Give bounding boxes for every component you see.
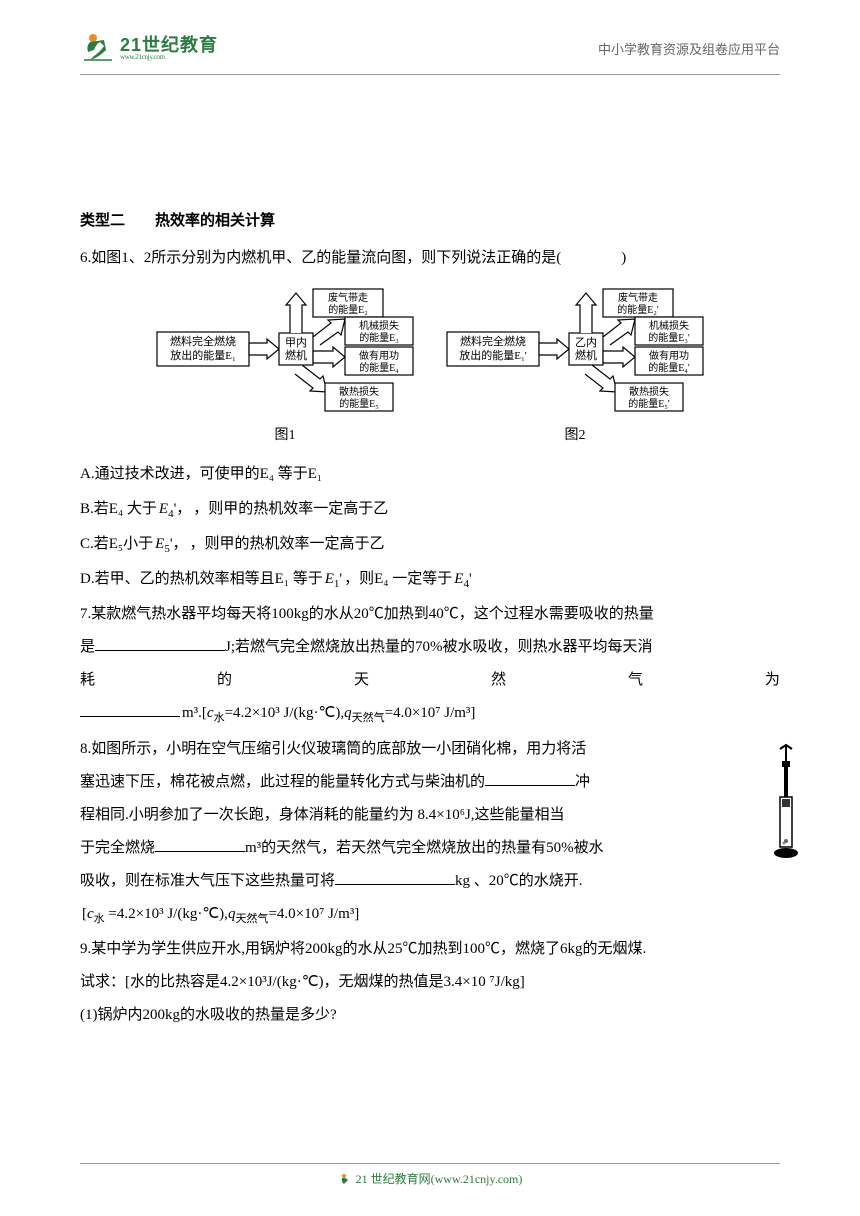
svg-text:的能量E₂': 的能量E₂' [617, 303, 659, 316]
svg-text:的能量E₃': 的能量E₃' [648, 331, 690, 344]
q6-option-a: A.通过技术改进，可使甲的E₄ 等于E₁ [80, 458, 780, 491]
e4-prime-2: E4' [452, 563, 473, 596]
svg-text:散热损失: 散热损失 [339, 385, 379, 398]
q8-l2: 塞迅速下压，棉花被点燃，此过程的能量转化方式与柴油机的冲 [80, 766, 740, 799]
fig1-caption: 图1 [275, 421, 296, 452]
e1-prime: E1' [323, 563, 344, 596]
svg-text:的能量E₄: 的能量E₄ [359, 361, 399, 374]
blank-fill [80, 701, 180, 718]
fire-syringe-figure [772, 743, 800, 863]
svg-text:燃料完全燃烧: 燃料完全燃烧 [170, 334, 236, 348]
logo: 21世纪教育 www.21cnjy.com [80, 30, 218, 66]
q6-option-d: D.若甲、乙的热机效率相等且E₁ 等于E1'，则E₄ 一定等于E4' [80, 563, 780, 596]
svg-text:的能量E₂: 的能量E₂ [328, 303, 368, 316]
diagram-2: 燃料完全燃烧 放出的能量E₁' 乙内 燃机 废气带走 的能量E₂' 机械损失 的… [445, 287, 705, 452]
footer-logo-icon [338, 1172, 354, 1188]
q6-stem: 6.如图1、2所示分别为内燃机甲、乙的能量流向图，则下列说法正确的是( ) [80, 242, 780, 275]
e4-prime: E4'， [157, 493, 193, 526]
q6-diagrams: 燃料完全燃烧 放出的能量E₁ 甲内 燃机 废气带走 的能量E₂ 机械损失 的能量… [80, 287, 780, 452]
q8-formula: [c水 =4.2×10³ J/(kg·℃),q天然气=4.0×10⁷ J/m³] [80, 898, 780, 931]
energy-flow-diagram-1: 燃料完全燃烧 放出的能量E₁ 甲内 燃机 废气带走 的能量E₂ 机械损失 的能量… [155, 287, 415, 417]
blank-fill [335, 868, 455, 885]
page-header: 21世纪教育 www.21cnjy.com 中小学教育资源及组卷应用平台 [80, 30, 780, 75]
q8-l4: 于完全燃烧m³的天然气，若天然气完全燃烧放出的热量有50%被水 [80, 832, 740, 865]
section-heading: 类型二 热效率的相关计算 [80, 205, 780, 238]
svg-text:的能量E₅: 的能量E₅ [339, 397, 379, 410]
question-6: 6.如图1、2所示分别为内燃机甲、乙的能量流向图，则下列说法正确的是( ) 燃料… [80, 242, 780, 596]
svg-text:做有用功: 做有用功 [649, 349, 689, 362]
fig2-caption: 图2 [565, 421, 586, 452]
question-8: 8.如图所示，小明在空气压缩引火仪玻璃筒的底部放一小团硝化棉，用力将活 塞迅速下… [80, 733, 780, 931]
question-9: 9.某中学为学生供应开水,用锅炉将200kg的水从25℃加热到100℃，燃烧了6… [80, 933, 780, 1032]
svg-text:放出的能量E₁': 放出的能量E₁' [459, 348, 527, 362]
logo-text: 21世纪教育 www.21cnjy.com [120, 36, 218, 61]
logo-main: 21世纪教育 [120, 36, 218, 54]
svg-text:燃机: 燃机 [575, 348, 597, 362]
header-right-text: 中小学教育资源及组卷应用平台 [598, 39, 780, 58]
q7-line1: 7.某款燃气热水器平均每天将100kg的水从20℃加热到40℃，这个过程水需要吸… [80, 598, 780, 631]
svg-text:废气带走: 废气带走 [618, 291, 658, 304]
q9-l1: 9.某中学为学生供应开水,用锅炉将200kg的水从25℃加热到100℃，燃烧了6… [80, 933, 780, 966]
q8-l1: 8.如图所示，小明在空气压缩引火仪玻璃筒的底部放一小团硝化棉，用力将活 [80, 733, 740, 766]
svg-text:的能量E₅': 的能量E₅' [628, 397, 670, 410]
svg-text:做有用功: 做有用功 [359, 349, 399, 362]
page-footer: 21 世纪教育网(www.21cnjy.com) [80, 1163, 780, 1188]
blank-fill [95, 635, 225, 652]
svg-text:机械损失: 机械损失 [649, 319, 689, 332]
q7-line3: 耗 的 天 然 气 为 [80, 664, 780, 697]
e5-prime: E5'， [153, 528, 189, 561]
content: 类型二 热效率的相关计算 6.如图1、2所示分别为内燃机甲、乙的能量流向图，则下… [80, 205, 780, 1032]
logo-icon [80, 30, 116, 66]
svg-text:的能量E₃: 的能量E₃ [359, 331, 399, 344]
q9-l2: 试求：[水的比热容是4.2×10³J/(kg·℃)，无烟煤的热值是3.4×10 … [80, 966, 780, 999]
q9-l3: (1)锅炉内200kg的水吸收的热量是多少? [80, 999, 780, 1032]
q6-option-b: B.若E₄ 大于E4'，，则甲的热机效率一定高于乙 [80, 493, 780, 526]
diagram-1: 燃料完全燃烧 放出的能量E₁ 甲内 燃机 废气带走 的能量E₂ 机械损失 的能量… [155, 287, 415, 452]
question-7: 7.某款燃气热水器平均每天将100kg的水从20℃加热到40℃，这个过程水需要吸… [80, 598, 780, 730]
q8-l3: 程相同.小明参加了一次长跑，身体消耗的能量约为 8.4×10⁶J,这些能量相当 [80, 799, 740, 832]
footer-text: 21 世纪教育网(www.21cnjy.com) [356, 1172, 523, 1186]
blank-fill [485, 769, 575, 786]
formula-q7: m³.[c水=4.2×10³ J/(kg·℃),q天然气=4.0×10⁷ J/m… [180, 697, 477, 730]
svg-text:乙内: 乙内 [575, 335, 597, 349]
blank-fill [155, 835, 245, 852]
energy-flow-diagram-2: 燃料完全燃烧 放出的能量E₁' 乙内 燃机 废气带走 的能量E₂' 机械损失 的… [445, 287, 705, 417]
q7-line2: 是J;若燃气完全燃烧放出热量的70%被水吸收，则热水器平均每天消 [80, 631, 780, 664]
logo-sub: www.21cnjy.com [120, 54, 218, 61]
svg-text:废气带走: 废气带走 [328, 291, 368, 304]
svg-text:的能量E₄': 的能量E₄' [648, 361, 690, 374]
svg-text:燃机: 燃机 [285, 348, 307, 362]
q6-option-c: C.若E₅小于E5'，，则甲的热机效率一定高于乙 [80, 528, 780, 561]
svg-text:放出的能量E₁: 放出的能量E₁ [170, 348, 236, 362]
svg-text:散热损失: 散热损失 [629, 385, 669, 398]
svg-text:机械损失: 机械损失 [359, 319, 399, 332]
q8-l5: 吸收，则在标准大气压下这些热量可将kg 、20℃的水烧开. [80, 865, 740, 898]
q7-formula: m³.[c水=4.2×10³ J/(kg·℃),q天然气=4.0×10⁷ J/m… [80, 697, 780, 730]
formula-q8: [c水 =4.2×10³ J/(kg·℃),q天然气=4.0×10⁷ J/m³] [80, 898, 361, 931]
svg-text:甲内: 甲内 [285, 335, 307, 349]
svg-text:燃料完全燃烧: 燃料完全燃烧 [460, 334, 526, 348]
